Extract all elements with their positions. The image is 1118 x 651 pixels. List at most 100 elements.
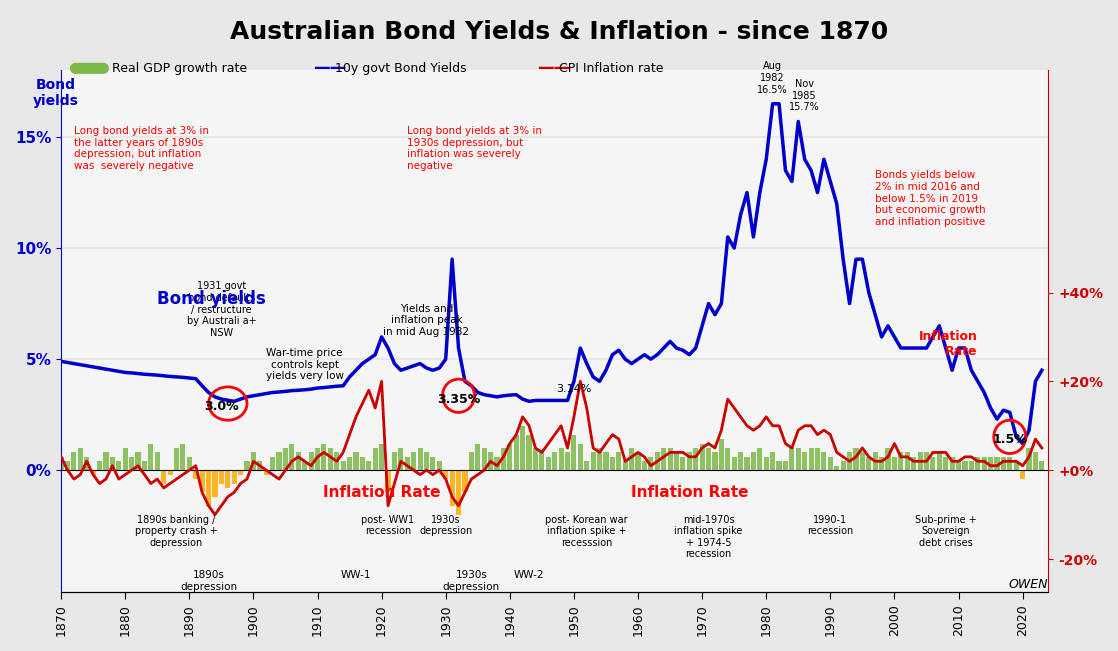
Bar	[1026, 448, 1032, 470]
Bar	[97, 462, 102, 470]
Bar	[969, 462, 974, 470]
Bar	[321, 443, 326, 470]
Bar	[193, 470, 198, 479]
Bar	[72, 452, 76, 470]
Bar	[1007, 457, 1013, 470]
Bar	[250, 452, 256, 470]
Text: 1990-1
recession: 1990-1 recession	[807, 514, 853, 536]
Bar	[898, 452, 903, 470]
Bar	[731, 457, 737, 470]
Bar	[578, 443, 582, 470]
Bar	[853, 448, 859, 470]
Text: Bonds yields below
2% in mid 2016 and
below 1.5% in 2019
but economic growth
and: Bonds yields below 2% in mid 2016 and be…	[875, 171, 986, 227]
Bar	[892, 457, 897, 470]
Text: OWEN: OWEN	[1008, 578, 1049, 591]
Bar	[283, 448, 288, 470]
Bar	[667, 448, 673, 470]
Bar	[123, 448, 127, 470]
Bar	[424, 452, 429, 470]
Bar	[174, 448, 179, 470]
Bar	[712, 452, 718, 470]
Bar	[271, 457, 275, 470]
Text: Aug
1982
16.5%: Aug 1982 16.5%	[757, 61, 788, 94]
Bar	[103, 452, 108, 470]
Bar	[489, 452, 493, 470]
Bar	[78, 448, 83, 470]
Bar	[129, 457, 134, 470]
Bar	[674, 452, 679, 470]
Bar	[559, 448, 563, 470]
Bar	[923, 452, 929, 470]
Text: CPI Inflation rate: CPI Inflation rate	[559, 62, 663, 75]
Text: Inflation
Rate: Inflation Rate	[919, 329, 978, 357]
Bar	[91, 470, 96, 475]
Bar	[116, 462, 122, 470]
Bar	[815, 448, 821, 470]
Bar	[482, 448, 486, 470]
Bar	[398, 448, 404, 470]
Bar	[180, 443, 186, 470]
Bar	[58, 457, 64, 470]
Bar	[789, 448, 795, 470]
Bar	[533, 448, 538, 470]
Text: 3.14%: 3.14%	[557, 385, 591, 395]
Bar	[885, 448, 891, 470]
Bar	[841, 462, 845, 470]
Bar	[764, 457, 769, 470]
Bar	[206, 470, 211, 506]
Bar	[918, 452, 922, 470]
Bar	[770, 452, 775, 470]
Bar	[411, 452, 416, 470]
Bar	[949, 457, 955, 470]
Text: 3.35%: 3.35%	[437, 393, 480, 406]
Bar	[956, 462, 961, 470]
Text: ——: ——	[313, 59, 347, 77]
Text: WW-1: WW-1	[341, 570, 371, 580]
Bar	[456, 470, 461, 514]
Bar	[982, 457, 987, 470]
Bar	[199, 470, 205, 492]
Text: Nov
1985
15.7%: Nov 1985 15.7%	[789, 79, 821, 113]
Bar	[802, 452, 807, 470]
Bar	[635, 452, 641, 470]
Bar	[276, 452, 282, 470]
Bar	[705, 448, 711, 470]
Bar	[822, 452, 826, 470]
Bar	[65, 462, 70, 470]
Bar	[1001, 457, 1006, 470]
Bar	[629, 448, 634, 470]
Bar	[372, 448, 378, 470]
Bar	[225, 470, 230, 488]
Text: Long bond yields at 3% in
the latter years of 1890s
depression, but inflation
wa: Long bond yields at 3% in the latter yea…	[74, 126, 209, 171]
Bar	[257, 462, 263, 470]
Text: post- Korean war
inflation spike +
recesssion: post- Korean war inflation spike + reces…	[546, 514, 628, 547]
Bar	[738, 452, 743, 470]
Bar	[142, 462, 146, 470]
Bar	[290, 443, 294, 470]
Text: 1930s
depression: 1930s depression	[443, 570, 500, 592]
Text: ——: ——	[537, 59, 570, 77]
Bar	[590, 452, 596, 470]
Bar	[341, 462, 345, 470]
Bar	[149, 443, 153, 470]
Bar	[264, 470, 268, 475]
Bar	[443, 470, 448, 479]
Bar	[700, 443, 704, 470]
Bar	[238, 470, 243, 475]
Bar	[520, 426, 525, 470]
Bar	[944, 457, 948, 470]
Bar	[686, 452, 692, 470]
Bar	[745, 457, 749, 470]
Bar	[796, 448, 800, 470]
Bar	[655, 452, 660, 470]
Bar	[135, 452, 141, 470]
Bar	[161, 470, 167, 484]
Bar	[527, 435, 532, 470]
Bar	[296, 452, 301, 470]
Bar	[1014, 462, 1018, 470]
Text: Australian Bond Yields & Inflation - since 1870: Australian Bond Yields & Inflation - sin…	[230, 20, 888, 44]
Bar	[353, 452, 359, 470]
Bar	[751, 452, 756, 470]
Bar	[648, 457, 653, 470]
Bar	[642, 462, 647, 470]
